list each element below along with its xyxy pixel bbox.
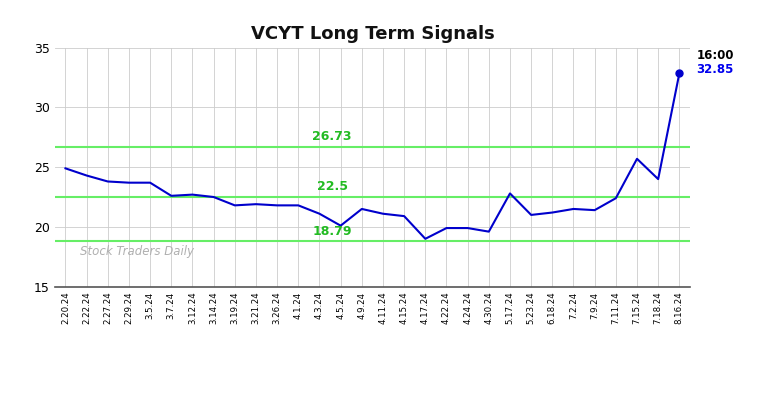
- Text: 22.5: 22.5: [317, 180, 347, 193]
- Text: 18.79: 18.79: [313, 225, 352, 238]
- Title: VCYT Long Term Signals: VCYT Long Term Signals: [251, 25, 494, 43]
- Text: 26.73: 26.73: [313, 130, 352, 143]
- Text: 32.85: 32.85: [696, 63, 734, 76]
- Text: 16:00: 16:00: [696, 49, 734, 62]
- Text: Stock Traders Daily: Stock Traders Daily: [80, 245, 194, 258]
